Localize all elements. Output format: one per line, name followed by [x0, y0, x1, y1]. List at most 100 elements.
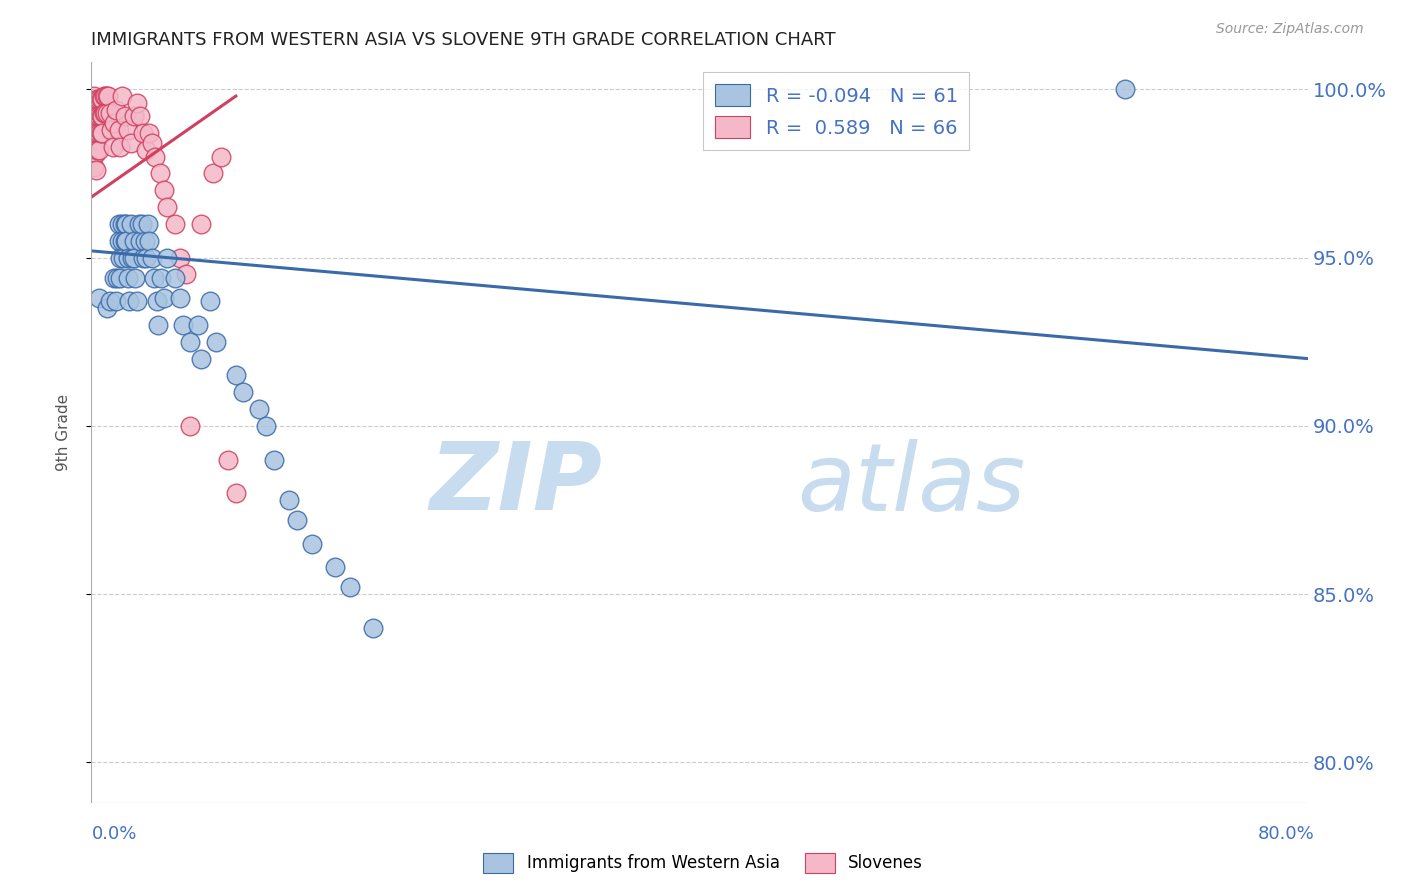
Point	[205, 334, 228, 349]
Point	[84, 129, 107, 144]
Point	[278, 492, 301, 507]
Point	[129, 234, 152, 248]
Point	[132, 251, 155, 265]
Point	[110, 251, 132, 265]
Point	[117, 122, 139, 136]
Point	[91, 126, 114, 140]
Point	[93, 89, 115, 103]
Point	[148, 318, 170, 332]
Point	[82, 133, 104, 147]
Point	[89, 109, 111, 123]
Point	[86, 109, 108, 123]
Point	[120, 136, 142, 151]
Point	[142, 270, 165, 285]
Point	[87, 126, 110, 140]
Point	[94, 89, 117, 103]
Point	[87, 93, 110, 107]
Point	[323, 560, 346, 574]
Point	[150, 270, 173, 285]
Point	[115, 234, 138, 248]
Point	[97, 89, 120, 103]
Point	[209, 150, 232, 164]
Point	[89, 126, 111, 140]
Point	[128, 217, 150, 231]
Text: 0.0%: 0.0%	[91, 825, 136, 843]
Point	[174, 268, 197, 282]
Point	[217, 452, 239, 467]
Point	[87, 109, 110, 123]
Point	[110, 139, 132, 153]
Point	[153, 291, 176, 305]
Point	[86, 93, 108, 107]
Text: atlas: atlas	[797, 439, 1025, 530]
Point	[232, 385, 254, 400]
Point	[169, 291, 191, 305]
Point	[190, 351, 212, 366]
Point	[82, 116, 104, 130]
Point	[179, 418, 201, 433]
Point	[84, 163, 107, 178]
Point	[179, 334, 201, 349]
Point	[111, 89, 134, 103]
Point	[96, 106, 118, 120]
Point	[84, 112, 107, 127]
Point	[156, 251, 179, 265]
Point	[83, 143, 105, 157]
Point	[104, 103, 127, 117]
Point	[136, 217, 159, 231]
Legend: Immigrants from Western Asia, Slovenes: Immigrants from Western Asia, Slovenes	[477, 847, 929, 880]
Point	[117, 270, 139, 285]
Point	[141, 251, 163, 265]
Point	[132, 126, 155, 140]
Point	[86, 126, 108, 140]
Point	[172, 318, 194, 332]
Point	[115, 217, 138, 231]
Legend: R = -0.094   N = 61, R =  0.589   N = 66: R = -0.094 N = 61, R = 0.589 N = 66	[703, 72, 970, 150]
Point	[125, 95, 148, 110]
Point	[225, 368, 247, 383]
Point	[118, 294, 141, 309]
Point	[1114, 82, 1136, 96]
Point	[198, 294, 221, 309]
Point	[103, 270, 125, 285]
Point	[124, 270, 146, 285]
Point	[103, 116, 125, 130]
Text: 80.0%: 80.0%	[1258, 825, 1315, 843]
Point	[153, 183, 176, 197]
Text: IMMIGRANTS FROM WESTERN ASIA VS SLOVENE 9TH GRADE CORRELATION CHART: IMMIGRANTS FROM WESTERN ASIA VS SLOVENE …	[91, 31, 837, 49]
Point	[84, 95, 107, 110]
Point	[187, 318, 209, 332]
Point	[117, 251, 139, 265]
Point	[135, 251, 157, 265]
Point	[149, 167, 172, 181]
Point	[111, 217, 134, 231]
Point	[134, 234, 156, 248]
Y-axis label: 9th Grade: 9th Grade	[56, 394, 70, 471]
Point	[263, 452, 285, 467]
Point	[120, 217, 142, 231]
Point	[138, 234, 160, 248]
Point	[121, 251, 143, 265]
Point	[111, 234, 134, 248]
Point	[129, 109, 152, 123]
Point	[122, 109, 145, 123]
Point	[141, 136, 163, 151]
Point	[138, 126, 160, 140]
Point	[87, 143, 110, 157]
Point	[254, 418, 277, 433]
Point	[98, 294, 121, 309]
Point	[169, 251, 191, 265]
Point	[190, 217, 212, 231]
Point	[91, 93, 114, 107]
Point	[98, 106, 121, 120]
Point	[110, 270, 132, 285]
Point	[145, 294, 167, 309]
Point	[114, 217, 136, 231]
Point	[105, 270, 128, 285]
Point	[94, 106, 117, 120]
Point	[143, 150, 166, 164]
Text: ZIP: ZIP	[429, 439, 602, 531]
Point	[163, 270, 186, 285]
Text: Source: ZipAtlas.com: Source: ZipAtlas.com	[1216, 22, 1364, 37]
Point	[104, 294, 127, 309]
